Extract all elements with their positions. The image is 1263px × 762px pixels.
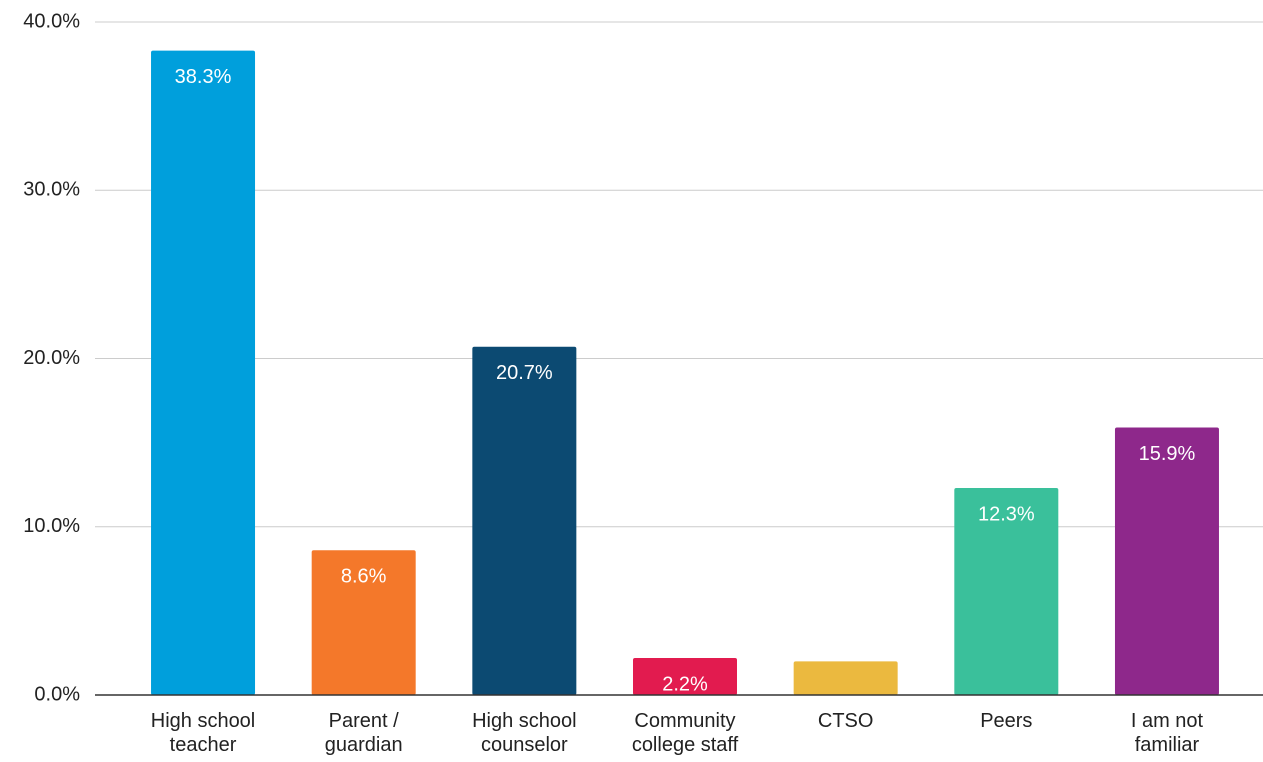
- x-tick-label: High school counselor: [472, 710, 577, 756]
- value-label: 15.9%: [1139, 443, 1196, 465]
- bar: [633, 657, 737, 695]
- x-tick-label: Community college staff: [631, 710, 739, 756]
- y-tick-label: 10.0%: [23, 515, 80, 537]
- y-tick-label: 20.0%: [23, 347, 80, 369]
- value-label: 20.7%: [496, 362, 553, 384]
- bar: [311, 550, 416, 695]
- y-tick-label: 0.0%: [34, 683, 80, 705]
- value-label: 38.3%: [175, 66, 232, 88]
- value-label: 2.2%: [662, 673, 708, 695]
- bar: [151, 50, 256, 696]
- x-tick-label: Peers: [980, 710, 1033, 732]
- bar: [472, 346, 577, 695]
- bar: [793, 661, 898, 695]
- value-label: 8.6%: [341, 566, 387, 588]
- bar: [1114, 427, 1219, 695]
- bar: [954, 488, 1059, 695]
- x-tick-label: CTSO: [817, 710, 874, 732]
- x-tick-label: Parent / guardian: [324, 710, 403, 756]
- value-label: 12.3%: [978, 503, 1035, 525]
- x-tick-label: High school teacher: [150, 710, 256, 756]
- y-tick-label: 40.0%: [23, 10, 80, 32]
- x-tick-label: I am not familiar: [1130, 710, 1204, 756]
- y-tick-label: 30.0%: [23, 179, 80, 201]
